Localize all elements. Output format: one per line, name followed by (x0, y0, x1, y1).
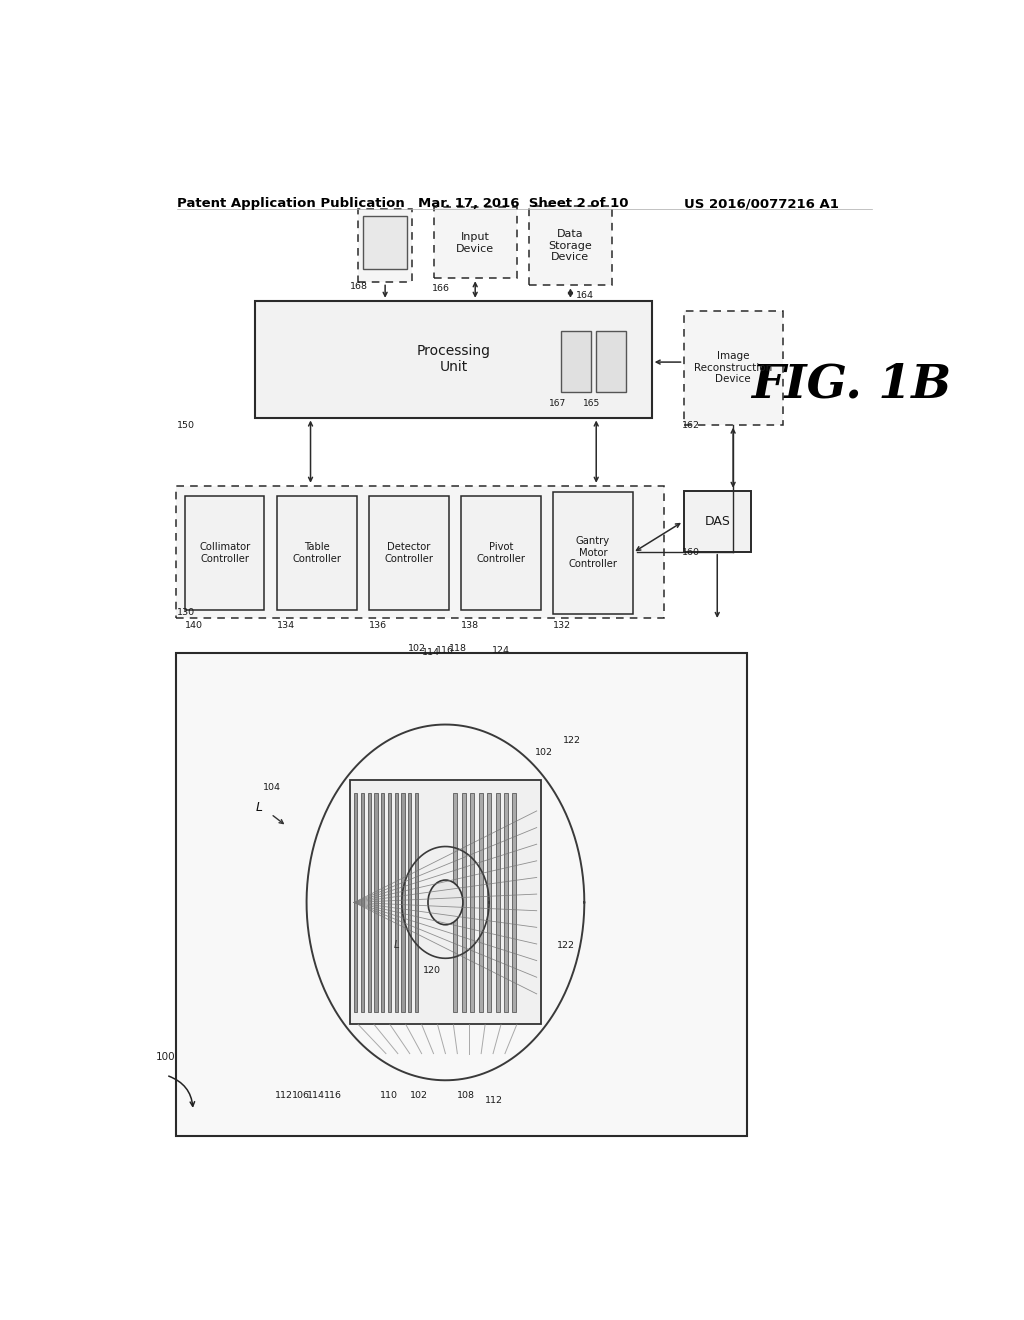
Bar (478, 792, 482, 1012)
Text: 118: 118 (449, 644, 467, 653)
Text: 116: 116 (436, 647, 454, 655)
Text: Collimator
Controller: Collimator Controller (200, 543, 251, 564)
Text: FIG. 1B: FIG. 1B (751, 362, 951, 408)
Bar (176, 486, 664, 618)
Bar (560, 331, 591, 392)
Bar (433, 207, 517, 279)
Text: 165: 165 (583, 399, 600, 408)
Bar (358, 210, 412, 282)
Bar (354, 792, 357, 1012)
Text: 150: 150 (177, 421, 196, 429)
Text: 102: 102 (410, 1092, 428, 1101)
Bar (684, 491, 751, 552)
Bar (504, 792, 508, 1012)
Text: Table
Controller: Table Controller (293, 543, 341, 564)
Text: L: L (394, 940, 399, 950)
Text: Patent Application Publication: Patent Application Publication (177, 197, 404, 210)
Bar (553, 492, 633, 614)
Text: 102: 102 (409, 644, 426, 653)
Bar (394, 792, 397, 1012)
Text: 130: 130 (177, 607, 196, 616)
Text: 167: 167 (549, 399, 566, 408)
Bar (461, 496, 541, 610)
Bar (454, 792, 458, 1012)
Bar (401, 792, 404, 1012)
Text: Data
Storage
Device: Data Storage Device (549, 230, 592, 263)
Text: 112: 112 (485, 1096, 503, 1105)
Bar (528, 206, 612, 285)
Bar (388, 792, 391, 1012)
Text: 100: 100 (156, 1052, 175, 1063)
Text: 112: 112 (274, 1092, 293, 1101)
Bar (368, 792, 371, 1012)
Bar (487, 792, 492, 1012)
Circle shape (428, 880, 463, 925)
Text: 166: 166 (432, 284, 450, 293)
Bar (470, 792, 474, 1012)
Text: Mar. 17, 2016  Sheet 2 of 10: Mar. 17, 2016 Sheet 2 of 10 (418, 197, 628, 210)
Text: 116: 116 (324, 1092, 342, 1101)
Text: 108: 108 (458, 1092, 475, 1101)
Bar (360, 792, 365, 1012)
Text: 168: 168 (350, 282, 369, 292)
Text: 106: 106 (292, 1092, 310, 1101)
Text: 110: 110 (380, 1092, 398, 1101)
Text: 122: 122 (563, 735, 581, 744)
Text: 160: 160 (682, 548, 700, 557)
Bar (512, 792, 516, 1012)
Text: Processing
Unit: Processing Unit (417, 345, 490, 375)
Text: 138: 138 (461, 620, 479, 630)
Text: 114: 114 (422, 648, 439, 657)
Text: 124: 124 (492, 647, 510, 655)
Text: 162: 162 (682, 421, 700, 429)
Text: 122: 122 (557, 941, 574, 950)
Text: Input
Device: Input Device (456, 232, 495, 253)
Bar (350, 780, 541, 1024)
Bar (370, 496, 449, 610)
Text: 120: 120 (423, 966, 441, 975)
Text: 140: 140 (185, 620, 203, 630)
Text: 132: 132 (553, 620, 571, 630)
Bar (362, 216, 407, 269)
Text: Detector
Controller: Detector Controller (384, 543, 433, 564)
Text: 102: 102 (536, 748, 553, 756)
Text: 136: 136 (370, 620, 387, 630)
Bar (462, 792, 466, 1012)
Bar (596, 331, 627, 392)
Text: DAS: DAS (705, 515, 730, 528)
Text: US 2016/0077216 A1: US 2016/0077216 A1 (684, 197, 839, 210)
Bar (255, 301, 652, 417)
Bar (415, 792, 418, 1012)
Bar (278, 496, 356, 610)
Text: L: L (255, 801, 262, 814)
Text: Gantry
Motor
Controller: Gantry Motor Controller (568, 536, 617, 569)
Bar (176, 653, 746, 1137)
Bar (409, 792, 412, 1012)
Bar (684, 312, 782, 425)
Text: Image
Reconstruction
Device: Image Reconstruction Device (694, 351, 772, 384)
Text: 114: 114 (307, 1092, 326, 1101)
Text: Pivot
Controller: Pivot Controller (476, 543, 525, 564)
Text: 104: 104 (263, 784, 281, 792)
Text: 164: 164 (577, 290, 594, 300)
Bar (375, 792, 378, 1012)
Bar (496, 792, 500, 1012)
Bar (185, 496, 264, 610)
Text: 134: 134 (278, 620, 295, 630)
Bar (381, 792, 384, 1012)
